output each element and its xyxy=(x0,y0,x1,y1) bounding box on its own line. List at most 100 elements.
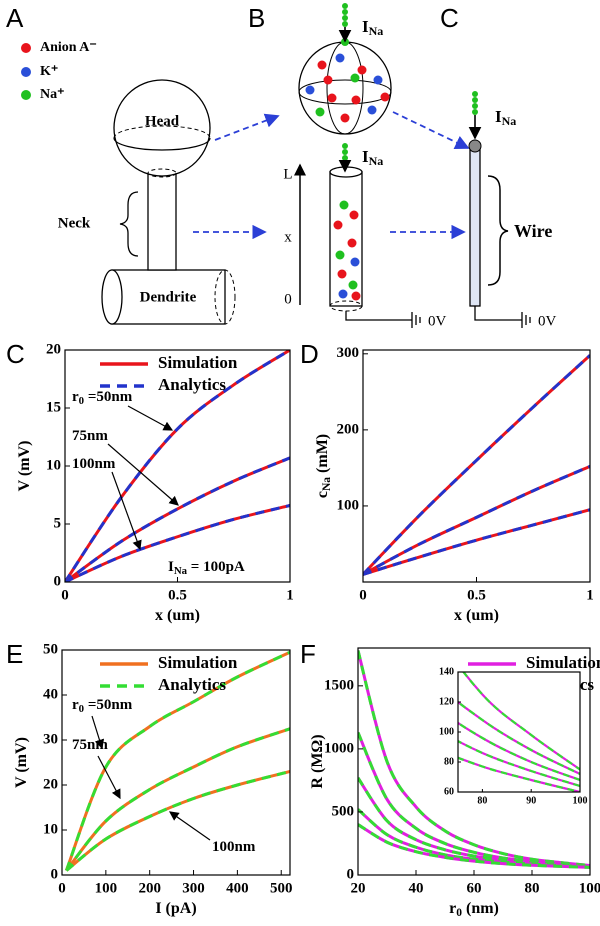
curve xyxy=(458,700,580,775)
y-tick-label: 100 xyxy=(337,497,360,513)
legend-label: Simulation xyxy=(158,353,238,372)
annotation-arrow xyxy=(107,443,179,506)
x-axis-label: I (pA) xyxy=(155,900,196,917)
text-part: (mM) xyxy=(314,434,331,477)
text-part: (nm) xyxy=(462,900,499,917)
neck-label: Neck xyxy=(58,215,91,231)
curve xyxy=(363,354,590,576)
current-subscript: Na xyxy=(369,24,384,38)
curve xyxy=(65,770,290,872)
y-tick-label: 500 xyxy=(332,803,355,819)
axis-label: L xyxy=(283,166,292,182)
y-tick-label: 30 xyxy=(43,731,58,747)
text-part: 100nm xyxy=(72,456,116,472)
text-part: I xyxy=(168,559,174,575)
y-tick-label: 1000 xyxy=(324,740,354,756)
y-axis-label: cNa (mM) xyxy=(314,434,333,498)
text-part: 100nm xyxy=(212,839,256,855)
y-tick-label: 40 xyxy=(43,686,58,702)
annotation: 75nm xyxy=(72,428,108,444)
y-tick-label: 10 xyxy=(46,457,61,473)
head-label: Head xyxy=(145,113,180,129)
y-tick-label: 80 xyxy=(444,756,454,767)
text-part: x (um) xyxy=(155,607,200,624)
y-tick-label: 5 xyxy=(54,515,62,531)
diagram: A B C Anion A⁻ K⁺ Na⁺ Head Neck Dendrite xyxy=(6,3,557,330)
panel-label: F xyxy=(300,639,316,669)
text-part: 75nm xyxy=(72,737,108,753)
x-tick-label: 0 xyxy=(61,587,69,603)
legend-label: Simulation xyxy=(158,653,238,672)
y-tick-label: 200 xyxy=(337,421,360,437)
annotation: r0 =50nm xyxy=(72,697,133,715)
annotation: r0 =50nm xyxy=(72,389,133,407)
x-tick-label: 300 xyxy=(182,880,205,896)
curve xyxy=(462,672,580,771)
legend-dot xyxy=(21,90,31,100)
annotation: INa = 100pA xyxy=(168,559,245,577)
text-part: r xyxy=(72,389,79,405)
ground-label: 0V xyxy=(428,313,447,329)
annotation-arrow xyxy=(97,755,121,800)
y-tick-label: 60 xyxy=(444,786,454,797)
legend-label: Analytics xyxy=(158,375,226,394)
annotation: 100nm xyxy=(72,456,116,472)
panel-label: A xyxy=(6,3,24,33)
axis-label: x xyxy=(284,229,292,245)
annotation-arrow xyxy=(111,471,142,551)
x-tick-label: 400 xyxy=(226,880,249,896)
y-tick-label: 300 xyxy=(337,345,360,361)
y-tick-label: 0 xyxy=(51,866,59,882)
flow-arrow xyxy=(214,113,280,141)
text-part: c xyxy=(314,491,331,498)
text-part: V (mV) xyxy=(16,441,33,492)
flow-arrow xyxy=(392,111,470,150)
curve xyxy=(65,503,290,582)
text-part: = 100pA xyxy=(187,559,245,575)
dendrite-label: Dendrite xyxy=(140,289,197,305)
x-tick-label: 0 xyxy=(359,587,367,603)
curve xyxy=(363,465,590,576)
x-tick-label: 80 xyxy=(525,880,540,896)
x-tick-label: 0.5 xyxy=(467,587,486,603)
curve xyxy=(65,456,290,582)
curve xyxy=(64,650,290,872)
current-symbol: I xyxy=(362,147,369,166)
text-part: V (mV) xyxy=(13,737,30,788)
y-axis-label: V (mV) xyxy=(13,737,30,788)
legend-text: Na⁺ xyxy=(40,87,65,102)
curve xyxy=(458,756,580,792)
panel-label: D xyxy=(300,339,319,369)
x-tick-label: 1 xyxy=(286,587,294,603)
x-tick-label: 1 xyxy=(586,587,594,603)
y-tick-label: 20 xyxy=(46,341,61,357)
wire-model xyxy=(468,91,531,328)
axis-label: 0 xyxy=(284,291,292,307)
legend-dot xyxy=(21,67,31,77)
curve xyxy=(458,721,580,782)
annotation-arrow xyxy=(91,715,105,750)
curve xyxy=(65,770,290,872)
y-tick-label: 140 xyxy=(439,666,454,677)
current-label: INa xyxy=(362,17,383,38)
curve xyxy=(65,727,290,872)
x-tick-label: 500 xyxy=(270,880,293,896)
subscript: 0 xyxy=(79,395,84,407)
text-part: =50nm xyxy=(84,697,133,713)
x-tick-label: 100 xyxy=(95,880,118,896)
y-tick-label: 120 xyxy=(439,696,454,707)
text-part: r xyxy=(449,900,456,917)
wire-label: Wire xyxy=(514,221,552,241)
x-tick-label: 40 xyxy=(409,880,424,896)
current-symbol: I xyxy=(495,107,502,126)
y-axis-label: V (mV) xyxy=(16,441,33,492)
text-part: 75nm xyxy=(72,428,108,444)
curve xyxy=(65,456,290,582)
y-tick-label: 50 xyxy=(43,641,58,657)
curve xyxy=(65,350,290,582)
current-subscript: Na xyxy=(369,154,384,168)
text-part: =50nm xyxy=(84,389,133,405)
current-label: INa xyxy=(362,147,383,168)
annotation: 75nm xyxy=(72,737,108,753)
y-tick-label: 10 xyxy=(43,821,58,837)
